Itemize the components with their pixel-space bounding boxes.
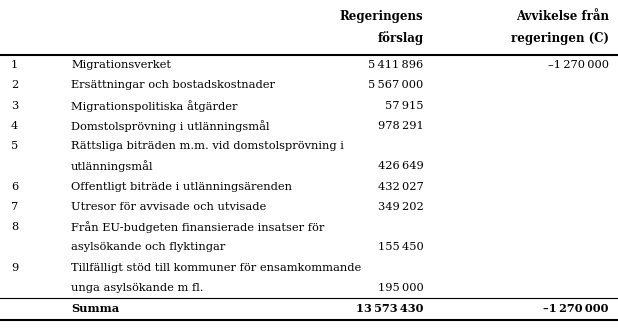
Text: Utresor för avvisade och utvisade: Utresor för avvisade och utvisade [71,202,266,212]
Text: 3: 3 [11,101,19,111]
Text: Summa: Summa [71,303,119,314]
Text: Tillfälligt stöd till kommuner för ensamkommande: Tillfälligt stöd till kommuner för ensam… [71,263,362,273]
Text: 5 567 000: 5 567 000 [368,80,423,90]
Text: 155 450: 155 450 [378,242,423,252]
Text: 5: 5 [11,141,19,151]
Text: 57 915: 57 915 [385,101,423,111]
Text: 2: 2 [11,80,19,90]
Text: Avvikelse från: Avvikelse från [516,10,609,23]
Text: 432 027: 432 027 [378,182,423,192]
Text: regeringen (C): regeringen (C) [510,32,609,45]
Text: Migrationsverket: Migrationsverket [71,60,171,70]
Text: 5 411 896: 5 411 896 [368,60,423,70]
Text: –1 270 000: –1 270 000 [548,60,609,70]
Text: 9: 9 [11,263,19,273]
Text: utlänningsmål: utlänningsmål [71,161,153,172]
Text: 6: 6 [11,182,19,192]
Text: Offentligt biträde i utlänningsärenden: Offentligt biträde i utlänningsärenden [71,182,292,192]
Text: –1 270 000: –1 270 000 [543,303,609,314]
Text: 8: 8 [11,222,19,232]
Text: 4: 4 [11,121,19,131]
Text: förslag: förslag [377,32,423,45]
Text: Migrationspolitiska åtgärder: Migrationspolitiska åtgärder [71,100,237,112]
Text: 426 649: 426 649 [378,161,423,171]
Text: unga asylsökande m fl.: unga asylsökande m fl. [71,283,203,293]
Text: asylsökande och flyktingar: asylsökande och flyktingar [71,242,226,252]
Text: 349 202: 349 202 [378,202,423,212]
Text: 978 291: 978 291 [378,121,423,131]
Text: 195 000: 195 000 [378,283,423,293]
Text: 1: 1 [11,60,19,70]
Text: Domstolsprövning i utlänningsmål: Domstolsprövning i utlänningsmål [71,120,269,132]
Text: 13 573 430: 13 573 430 [356,303,423,314]
Text: Ersättningar och bostadskostnader: Ersättningar och bostadskostnader [71,80,275,90]
Text: Regeringens: Regeringens [340,10,423,23]
Text: Rättsliga biträden m.m. vid domstolsprövning i: Rättsliga biträden m.m. vid domstolspröv… [71,141,344,151]
Text: Från EU-budgeten finansierade insatser för: Från EU-budgeten finansierade insatser f… [71,221,324,233]
Text: 7: 7 [11,202,19,212]
